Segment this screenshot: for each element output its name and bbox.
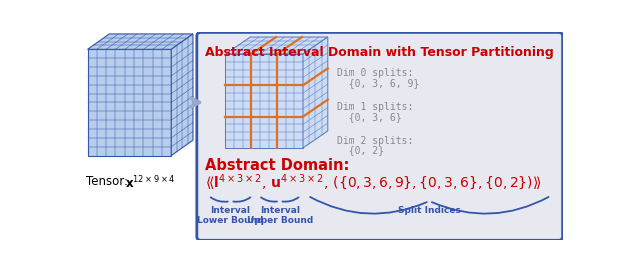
Polygon shape: [88, 49, 172, 156]
Text: {0, 3, 6}: {0, 3, 6}: [337, 112, 402, 122]
Text: Abstract Interval Domain with Tensor Partitioning: Abstract Interval Domain with Tensor Par…: [205, 46, 554, 59]
Text: Tensor:: Tensor:: [86, 175, 131, 188]
Polygon shape: [172, 34, 193, 156]
Text: {0, 2}: {0, 2}: [337, 146, 384, 156]
Text: Interval
Lower Bound: Interval Lower Bound: [197, 206, 264, 225]
Text: $\mathit{\mathbf{x}}^{12\times9\times4}$: $\mathit{\mathbf{x}}^{12\times9\times4}$: [125, 175, 175, 191]
Polygon shape: [225, 37, 328, 54]
Polygon shape: [303, 37, 328, 148]
Polygon shape: [225, 54, 303, 148]
Text: {0, 3, 6, 9}: {0, 3, 6, 9}: [337, 78, 419, 88]
Text: Dim 2 splits:: Dim 2 splits:: [337, 136, 414, 146]
Text: Abstract Domain:: Abstract Domain:: [205, 158, 349, 173]
Polygon shape: [88, 34, 193, 49]
Text: Split Indices: Split Indices: [398, 206, 461, 215]
FancyBboxPatch shape: [197, 32, 563, 240]
Text: Dim 0 splits:: Dim 0 splits:: [337, 68, 414, 78]
Text: Interval
Upper Bound: Interval Upper Bound: [247, 206, 313, 225]
Text: Dim 1 splits:: Dim 1 splits:: [337, 102, 414, 112]
Text: $\langle\!\langle \mathit{\mathbf{l}}^{4\times3\times2},\,\mathit{\mathbf{u}}^{4: $\langle\!\langle \mathit{\mathbf{l}}^{4…: [205, 173, 541, 193]
